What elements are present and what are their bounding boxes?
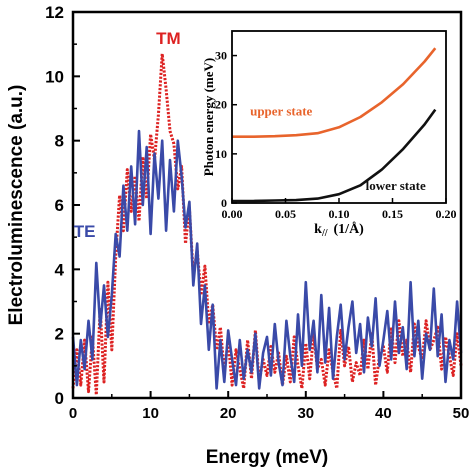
inset-x-axis-label-unit: (1/Å) [334,221,365,237]
main-y-tick-label: 12 [45,3,64,22]
inset-plot: 0.00 0.05 0.10 0.15 0.20 0 10 20 30 upper state… [201,30,457,239]
inset-y-tick-label: 20 [215,98,227,112]
inset-series-line-upper-state [232,47,437,138]
main-y-axis-label: Electroluminescence (a.u.) [6,85,27,326]
main-x-tick-label: 0 [69,405,77,422]
series-line-tm [71,52,463,397]
inset-y-tick-label: 0 [221,196,227,210]
inset-x-axis-label: k// (1/Å) [314,221,364,239]
main-y-ticks: 0 2 4 6 8 10 12 [45,3,80,408]
main-y-tick-label: 0 [55,389,64,408]
inset-x-tick-label: 0.20 [436,207,457,221]
inset-x-tick-label: 0.15 [382,207,403,221]
inset-series-group [232,47,437,203]
inset-x-tick-label: 0.00 [222,207,243,221]
series-annotation-tm: TM [156,29,181,48]
main-y-tick-label: 10 [45,67,64,86]
main-x-tick-label: 20 [220,405,237,422]
inset-x-axis-label-base: k [314,222,322,237]
main-x-ticks: 0 10 20 30 40 50 [69,391,470,422]
inset-x-tick-label: 0.05 [275,207,296,221]
main-x-tick-label: 40 [375,405,392,422]
inset-series-line-lower-state [232,108,437,203]
inset-series-label-lower-state: lower state [366,178,426,193]
inset-x-axis-label-sub: // [321,228,328,239]
inset-y-ticks: 0 10 20 30 [215,49,237,210]
main-x-axis-label: Energy (meV) [206,447,328,468]
main-y-tick-label: 8 [55,132,64,151]
main-series-group [71,52,463,397]
main-y-tick-label: 4 [55,260,65,279]
main-x-tick-label: 10 [142,405,159,422]
inset-y-tick-label: 10 [215,147,227,161]
inset-x-ticks: 0.00 0.05 0.10 0.15 0.20 [222,198,457,221]
main-y-tick-label: 2 [55,325,64,344]
series-annotation-te: TE [74,222,96,241]
inset-y-axis-label: Photon energy (meV) [201,58,216,176]
inset-x-tick-label: 0.10 [329,207,350,221]
main-x-tick-label: 50 [453,405,470,422]
inset-series-label-upper-state: upper state [250,104,312,119]
main-x-tick-label: 30 [297,405,314,422]
inset-background [232,31,446,203]
main-annotations: TM TE [74,29,181,241]
main-y-tick-label: 6 [55,196,64,215]
series-line-te [71,129,463,390]
inset-series-labels: upper state lower state [250,104,426,194]
inset-y-tick-label: 30 [215,49,227,63]
